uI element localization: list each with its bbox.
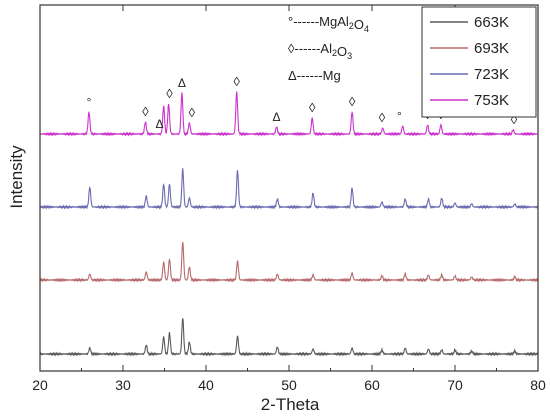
peak-marker-9: ◊ bbox=[349, 94, 356, 109]
peak-marker-3: ◊ bbox=[166, 86, 173, 101]
phase-key-1: ◊------Al2O3 bbox=[288, 41, 352, 61]
legend-label-663K: 663K bbox=[474, 14, 509, 31]
peak-marker-8: ◊ bbox=[309, 100, 316, 115]
legend: 663K 693K 723K 753K bbox=[421, 6, 537, 118]
peak-marker-0: ° bbox=[87, 95, 92, 109]
peak-marker-1: ◊ bbox=[142, 104, 149, 119]
x-tick-label-30: 30 bbox=[115, 377, 131, 393]
legend-label-723K: 723K bbox=[474, 66, 509, 83]
y-axis-label: Intensity bbox=[7, 145, 26, 209]
legend-label-693K: 693K bbox=[474, 40, 509, 57]
series-line-693K bbox=[39, 241, 539, 283]
x-tick-label-60: 60 bbox=[364, 377, 380, 393]
peak-marker-6: ◊ bbox=[233, 74, 240, 89]
x-tick-label-50: 50 bbox=[281, 377, 297, 393]
peak-marker-14: ◊ bbox=[511, 112, 518, 127]
peak-marker-4: Δ bbox=[178, 76, 186, 90]
x-tick-label-40: 40 bbox=[198, 377, 214, 393]
x-tick-label-20: 20 bbox=[32, 377, 48, 393]
peak-marker-5: ◊ bbox=[189, 105, 196, 120]
phase-key-0: °------MgAl2O4 bbox=[288, 14, 369, 34]
series-line-723K bbox=[39, 168, 539, 210]
peak-marker-11: ° bbox=[397, 109, 402, 123]
peak-marker-10: ◊ bbox=[379, 110, 386, 125]
legend-box bbox=[421, 6, 537, 118]
series-line-753K bbox=[39, 91, 539, 137]
series-line-663K bbox=[39, 318, 539, 357]
peak-marker-7: Δ bbox=[273, 110, 281, 124]
x-axis-label: 2-Theta bbox=[261, 395, 320, 414]
legend-label-753K: 753K bbox=[474, 92, 509, 109]
phase-key-2: Δ------Mg bbox=[288, 68, 341, 83]
x-tick-label-70: 70 bbox=[447, 377, 463, 393]
plot-area: 20304050607080°◊Δ◊Δ◊◊Δ◊◊◊°◊◊◊°------MgAl… bbox=[32, 4, 546, 393]
peak-marker-2: Δ bbox=[156, 117, 164, 131]
x-tick-label-80: 80 bbox=[530, 377, 546, 393]
